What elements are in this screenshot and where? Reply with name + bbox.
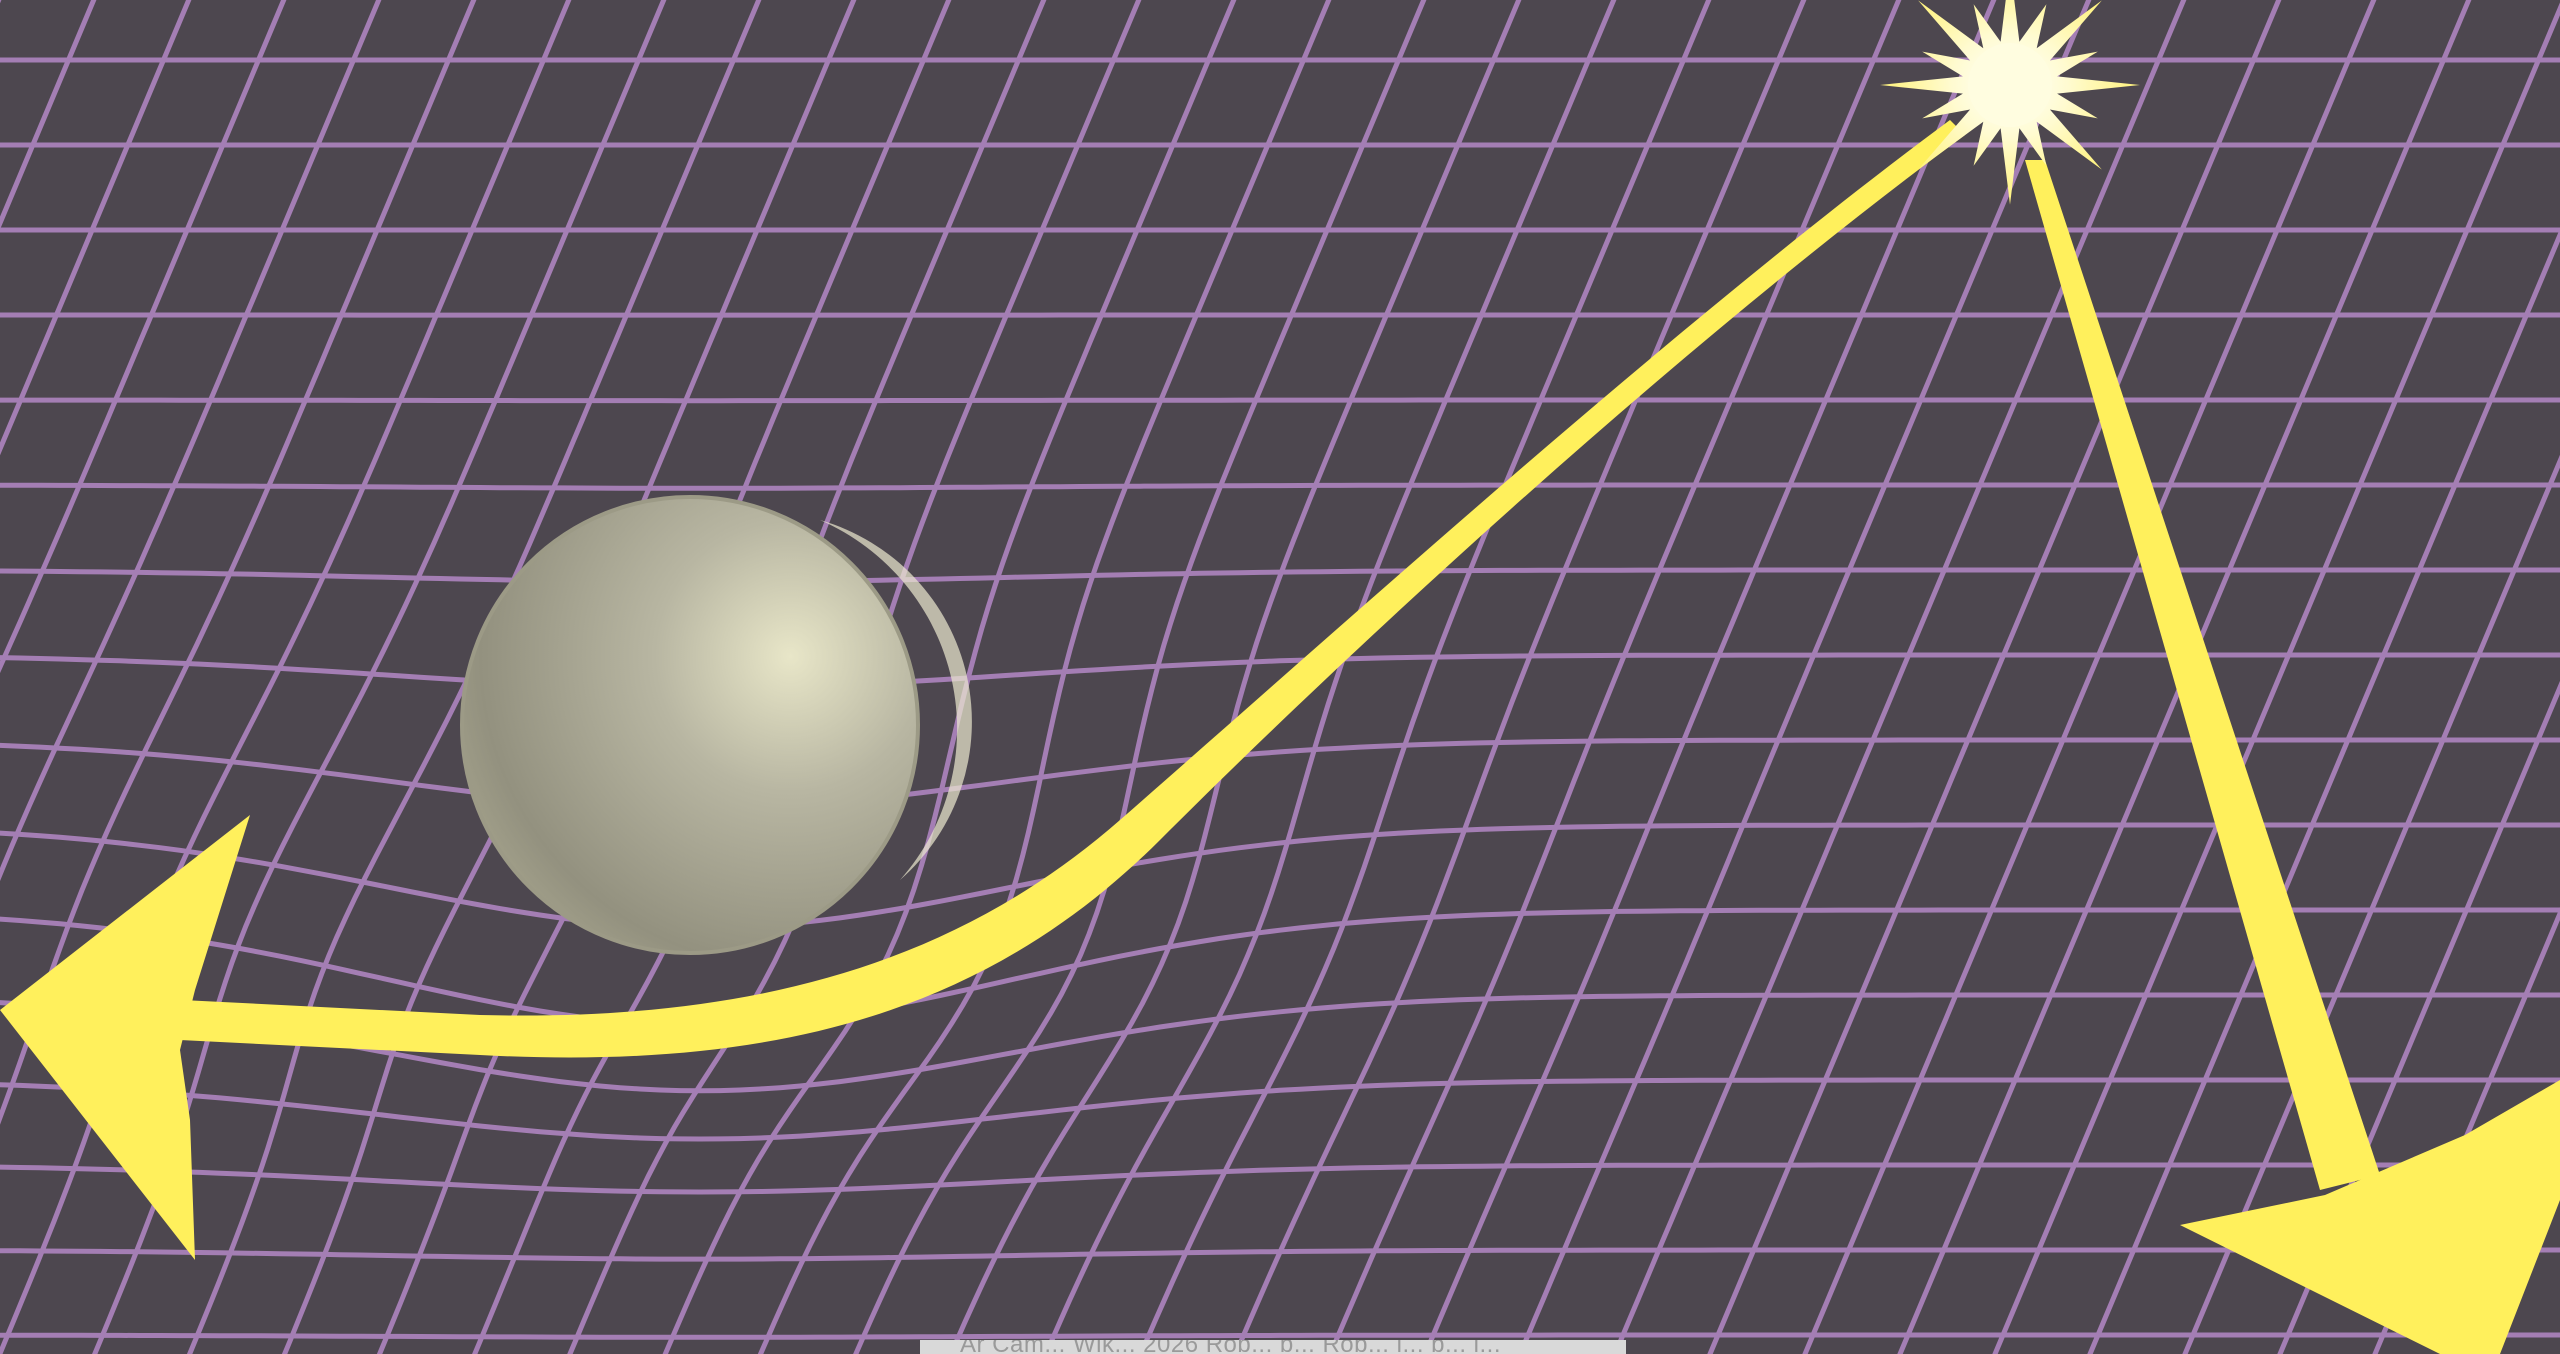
grid-line-slanted <box>0 0 382 882</box>
grid-line-horizontal <box>0 907 2560 1028</box>
starburst-core <box>1968 43 2052 127</box>
grid-line-slanted <box>1612 0 2187 1354</box>
grid-line-slanted <box>2277 680 2560 1354</box>
grid-line-slanted <box>2372 907 2560 1354</box>
grid-line-slanted <box>853 0 1427 1354</box>
credit-text: Ar Cam... Wik... 2026 Rob... b... Rob...… <box>960 1340 1502 1354</box>
grid-line-slanted <box>1422 0 1997 1354</box>
grid-line-slanted <box>1802 0 2377 1354</box>
grid-line-horizontal <box>0 1332 2560 1340</box>
grid-line-slanted <box>757 0 1332 1354</box>
grid-line-horizontal <box>0 652 2560 691</box>
grid-line-horizontal <box>0 397 2560 404</box>
grid-line-slanted <box>0 0 477 1125</box>
grid-line-slanted <box>2087 228 2560 1354</box>
credit-bar: Ar Cam... Wik... 2026 Rob... b... Rob...… <box>920 1340 1626 1354</box>
grid-line-slanted <box>2182 454 2560 1354</box>
grid-line-horizontal <box>0 822 2560 931</box>
arrow-left-icon <box>0 815 250 1260</box>
grid-line-slanted <box>1707 0 2282 1354</box>
mass-sphere <box>460 495 972 955</box>
grid-line-slanted <box>0 0 572 1354</box>
grid-line-slanted <box>1043 0 1617 1354</box>
grid-line-slanted <box>1992 2 2560 1354</box>
deflected-light-beam <box>0 120 1965 1260</box>
grid-line-slanted <box>0 0 192 456</box>
grid-line-slanted <box>1232 0 1807 1354</box>
grid-line-slanted <box>1517 0 2092 1354</box>
grid-line-horizontal <box>0 1077 2560 1142</box>
grid-line-slanted <box>1137 0 1712 1354</box>
arrow-down-right-icon <box>2180 1080 2560 1354</box>
grid-line-slanted <box>0 0 97 230</box>
grid-line-slanted <box>0 0 287 674</box>
grid-line-slanted <box>1327 0 1902 1354</box>
straight-light-beam <box>2025 160 2560 1354</box>
grid-line-slanted <box>948 0 1522 1354</box>
starburst-icon <box>1880 0 2140 205</box>
grid-line-horizontal <box>0 1162 2560 1195</box>
